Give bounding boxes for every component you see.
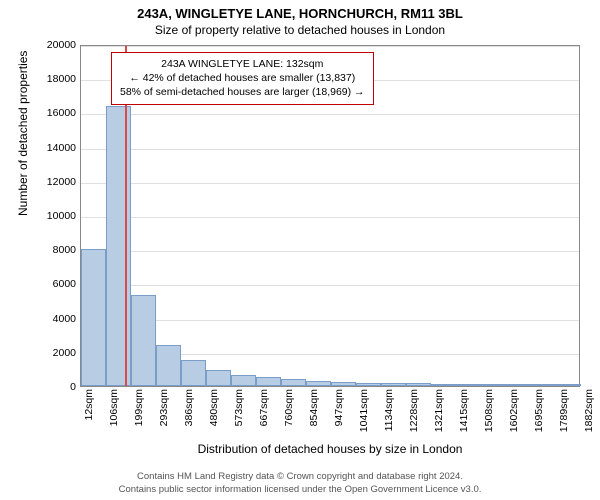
histogram-bar: [531, 384, 556, 386]
x-axis-label: Distribution of detached houses by size …: [80, 442, 580, 456]
gridline: [81, 251, 579, 252]
x-tick-label: 106sqm: [108, 389, 120, 426]
annotation-line3: 58% of semi-detached houses are larger (…: [120, 85, 365, 99]
gridline: [81, 149, 579, 150]
histogram-bar: [381, 383, 406, 386]
y-tick-label: 16000: [47, 107, 76, 119]
x-tick-label: 1789sqm: [558, 389, 570, 432]
histogram-bar: [131, 295, 156, 386]
x-tick-label: 1695sqm: [533, 389, 545, 432]
annotation-line1: 243A WINGLETYE LANE: 132sqm: [120, 57, 365, 71]
histogram-bar: [306, 381, 331, 386]
histogram-bar: [106, 106, 131, 386]
y-axis: 0200040006000800010000120001400016000180…: [0, 45, 78, 387]
histogram-bar: [406, 383, 431, 386]
gridline: [81, 46, 579, 47]
histogram-bar: [331, 382, 356, 386]
y-tick-label: 8000: [53, 244, 76, 256]
histogram-bar: [481, 384, 506, 386]
histogram-bar: [256, 377, 281, 386]
y-tick-label: 18000: [47, 73, 76, 85]
x-tick-label: 667sqm: [258, 389, 270, 426]
histogram-bar: [356, 383, 381, 386]
histogram-bar: [231, 375, 256, 386]
y-tick-label: 6000: [53, 278, 76, 290]
histogram-bar: [431, 384, 456, 386]
chart-title: 243A, WINGLETYE LANE, HORNCHURCH, RM11 3…: [0, 0, 600, 21]
x-tick-label: 480sqm: [208, 389, 220, 426]
x-tick-label: 854sqm: [308, 389, 320, 426]
x-tick-label: 1041sqm: [358, 389, 370, 432]
x-tick-label: 947sqm: [333, 389, 345, 426]
x-tick-label: 573sqm: [233, 389, 245, 426]
y-tick-label: 2000: [53, 347, 76, 359]
x-tick-label: 386sqm: [183, 389, 195, 426]
histogram-bar: [281, 379, 306, 386]
y-tick-label: 12000: [47, 176, 76, 188]
credits-line2: Contains public sector information licen…: [0, 484, 600, 496]
chart-plot-area: 243A WINGLETYE LANE: 132sqm ← 42% of det…: [80, 45, 580, 387]
histogram-bar: [181, 360, 206, 386]
histogram-bar: [556, 384, 581, 386]
x-tick-label: 1134sqm: [383, 389, 395, 431]
y-tick-label: 14000: [47, 142, 76, 154]
y-tick-label: 4000: [53, 313, 76, 325]
y-tick-label: 10000: [47, 210, 76, 222]
gridline: [81, 217, 579, 218]
y-tick-label: 20000: [47, 39, 76, 51]
gridline: [81, 183, 579, 184]
histogram-bar: [81, 249, 106, 386]
x-tick-label: 293sqm: [158, 389, 170, 426]
x-tick-label: 1882sqm: [583, 389, 595, 432]
x-tick-label: 1228sqm: [408, 389, 420, 432]
annotation-line2: ← 42% of detached houses are smaller (13…: [120, 71, 365, 85]
histogram-bar: [456, 384, 481, 386]
x-tick-label: 1508sqm: [483, 389, 495, 432]
histogram-bar: [506, 384, 531, 386]
marker-annotation: 243A WINGLETYE LANE: 132sqm ← 42% of det…: [111, 52, 374, 105]
x-tick-label: 12sqm: [83, 389, 95, 421]
histogram-bar: [156, 345, 181, 386]
credits: Contains HM Land Registry data © Crown c…: [0, 471, 600, 496]
chart-subtitle: Size of property relative to detached ho…: [0, 21, 600, 37]
gridline: [81, 114, 579, 115]
x-tick-label: 1415sqm: [458, 389, 470, 432]
x-tick-label: 199sqm: [133, 389, 145, 426]
histogram-bar: [206, 370, 231, 386]
y-tick-label: 0: [70, 381, 76, 393]
gridline: [81, 285, 579, 286]
x-tick-label: 1602sqm: [508, 389, 520, 432]
x-tick-label: 760sqm: [283, 389, 295, 426]
credits-line1: Contains HM Land Registry data © Crown c…: [0, 471, 600, 483]
x-tick-label: 1321sqm: [433, 389, 445, 432]
